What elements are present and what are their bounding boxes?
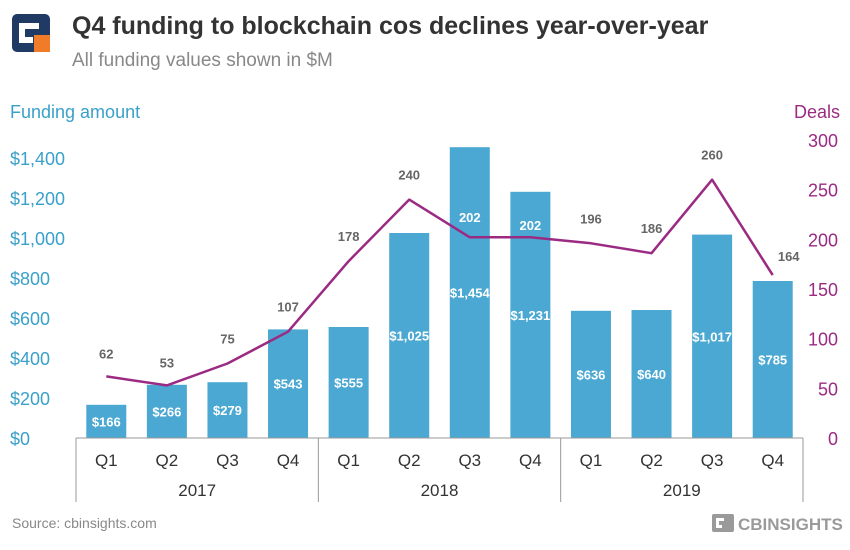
- chart-title: Q4 funding to blockchain cos declines ye…: [72, 12, 709, 40]
- deals-label: 196: [580, 211, 602, 226]
- funding-bar-label: $543: [274, 377, 303, 392]
- funding-bar-label: $279: [213, 403, 242, 418]
- source-note: Source: cbinsights.com: [12, 515, 157, 531]
- funding-bar-label: $1,017: [692, 329, 732, 344]
- x-tick-label: Q2: [640, 451, 663, 470]
- x-tick-label: Q2: [156, 451, 179, 470]
- deals-line: [106, 178, 774, 387]
- funding-bar-label: $636: [576, 367, 605, 382]
- funding-bar-label: $1,025: [389, 329, 429, 344]
- deals-label: 75: [220, 332, 234, 347]
- x-tick-label: Q1: [95, 451, 118, 470]
- x-tick-label: Q4: [761, 451, 784, 470]
- left-tick-label: $1,400: [10, 149, 65, 169]
- x-tick-label: Q1: [337, 451, 360, 470]
- deals-label: 164: [778, 249, 800, 264]
- funding-bar-label: $555: [334, 376, 363, 391]
- left-axis-title: Funding amount: [10, 102, 140, 122]
- deals-label: 260: [701, 148, 723, 163]
- deals-label: 186: [641, 221, 663, 236]
- deals-label: 62: [99, 346, 113, 361]
- left-tick-label: $0: [10, 429, 30, 449]
- deals-label: 202: [459, 210, 481, 225]
- funding-bar: [449, 147, 490, 438]
- funding-bar: [86, 404, 127, 438]
- funding-bar: [510, 191, 551, 438]
- right-tick-label: 100: [808, 330, 838, 350]
- funding-bar: [328, 327, 369, 438]
- funding-bar-label: $1,454: [450, 286, 491, 301]
- right-tick-label: 50: [818, 379, 838, 399]
- right-tick-label: 300: [808, 131, 838, 151]
- x-tick-label: Q3: [216, 451, 239, 470]
- funding-bar: [692, 234, 733, 438]
- funding-bar-label: $266: [152, 404, 181, 419]
- right-tick-label: 250: [808, 181, 838, 201]
- cb-insights-logo-icon: [12, 14, 50, 52]
- funding-bar-label: $1,231: [510, 308, 550, 323]
- funding-bar-label: $640: [637, 367, 666, 382]
- funding-bar-label: $166: [92, 414, 121, 429]
- funding-bar: [146, 384, 187, 438]
- deals-label: 178: [338, 229, 360, 244]
- left-tick-label: $400: [10, 349, 50, 369]
- funding-bar-label: $785: [758, 353, 787, 368]
- funding-bar: [570, 310, 611, 438]
- x-tick-label: Q3: [458, 451, 481, 470]
- left-tick-label: $800: [10, 269, 50, 289]
- brand-text: CBINSIGHTS: [738, 515, 843, 534]
- chart-subtitle: All funding values shown in $M: [72, 50, 333, 71]
- funding-bar: [752, 281, 793, 438]
- right-tick-label: 0: [828, 429, 838, 449]
- right-axis-title: Deals: [794, 102, 840, 122]
- x-tick-label: Q3: [701, 451, 724, 470]
- x-tick-label: Q2: [398, 451, 421, 470]
- left-tick-label: $200: [10, 389, 50, 409]
- left-tick-label: $600: [10, 309, 50, 329]
- cb-insights-brand-logo: CBINSIGHTS: [712, 514, 843, 534]
- funding-bar: [268, 329, 309, 438]
- x-tick-label: Q1: [580, 451, 603, 470]
- funding-bar: [631, 310, 672, 438]
- left-tick-label: $1,200: [10, 189, 65, 209]
- x-group-label: 2018: [421, 481, 459, 500]
- deals-label: 240: [398, 168, 420, 183]
- right-tick-label: 150: [808, 280, 838, 300]
- funding-bar: [389, 233, 430, 438]
- deals-label: 107: [277, 300, 299, 315]
- left-tick-label: $1,000: [10, 229, 65, 249]
- x-tick-label: Q4: [277, 451, 300, 470]
- funding-bar: [207, 382, 248, 438]
- deals-label: 53: [160, 355, 174, 370]
- x-group-label: 2019: [663, 481, 701, 500]
- x-tick-label: Q4: [519, 451, 542, 470]
- x-group-label: 2017: [178, 481, 216, 500]
- deals-label: 202: [520, 218, 542, 233]
- right-tick-label: 200: [808, 230, 838, 250]
